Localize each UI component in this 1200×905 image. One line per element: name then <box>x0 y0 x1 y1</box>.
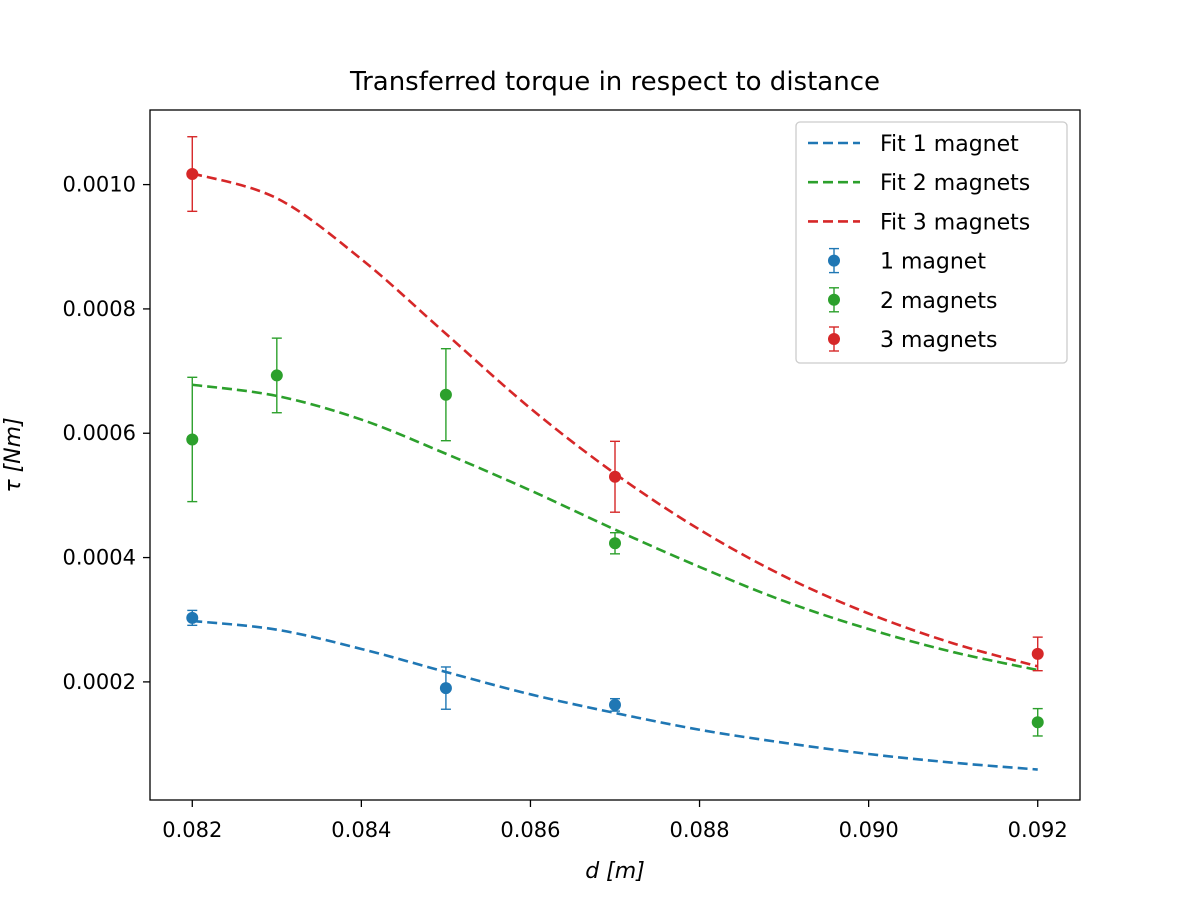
legend-2-magnets-swatch-marker <box>828 293 840 306</box>
x-tick-label: 0.088 <box>669 818 729 842</box>
x-tick-label: 0.084 <box>331 818 391 842</box>
x-tick-label: 0.086 <box>500 818 560 842</box>
legend: Fit 1 magnet Fit 2 magnets Fit 3 magnets 1 … <box>795 121 1068 364</box>
data-point-3-magnets <box>186 168 199 181</box>
legend-2-magnets-label: 2 magnets <box>880 289 997 314</box>
y-axis: 0.0002 0.0004 0.0006 0.0008 0.0010 <box>63 173 150 694</box>
data-point-2-magnets <box>439 388 452 401</box>
y-tick-label: 0.0002 <box>63 670 136 694</box>
legend-1-magnet-label: 1 magnet <box>880 250 986 275</box>
data-point-1-magnet <box>439 682 452 695</box>
data-point-2-magnets <box>270 369 283 382</box>
y-axis-label: τ [Nm] <box>1 417 26 492</box>
data-point-1-magnet <box>186 611 199 624</box>
chart-title: Transferred torque in respect to distanc… <box>349 67 880 97</box>
y-tick-label: 0.0004 <box>63 546 136 570</box>
x-tick-label: 0.090 <box>839 818 899 842</box>
plot-area <box>186 136 1044 771</box>
legend-3-magnets-label: 3 magnets <box>880 328 997 353</box>
x-tick-label: 0.082 <box>162 818 222 842</box>
legend-fit-2-magnets-label: Fit 2 magnets <box>880 171 1030 196</box>
data-point-2-magnets <box>186 433 199 446</box>
data-point-3-magnets <box>1031 647 1044 660</box>
x-axis-label: d [m] <box>585 859 645 884</box>
legend-fit-1-magnet-label: Fit 1 magnet <box>880 132 1019 157</box>
axes-frame <box>149 109 1081 801</box>
y-tick-label: 0.0006 <box>63 421 136 445</box>
x-axis: 0.082 0.084 0.086 0.088 0.090 0.092 <box>162 800 1068 842</box>
y-tick-label: 0.0008 <box>63 297 136 321</box>
legend-1-magnet-swatch-marker <box>828 254 840 267</box>
data-point-2-magnets <box>1031 716 1044 729</box>
legend-fit-3-magnets-label: Fit 3 magnets <box>880 210 1030 235</box>
data-point-1-magnet <box>609 698 621 711</box>
legend-3-magnets-swatch-marker <box>828 333 840 345</box>
x-tick-label: 0.092 <box>1008 818 1068 842</box>
data-point-3-magnets <box>609 470 621 483</box>
legend-box <box>795 121 1068 364</box>
y-tick-label: 0.0010 <box>63 173 136 197</box>
data-point-2-magnets <box>609 537 621 550</box>
